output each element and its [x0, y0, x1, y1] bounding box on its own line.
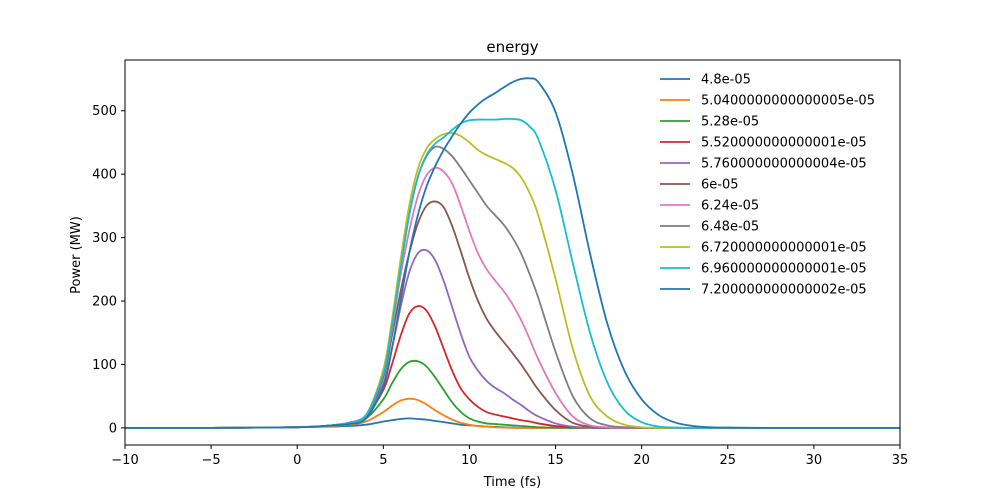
series-line-9 — [125, 117, 900, 429]
legend-label-2: 5.28e-05 — [701, 115, 759, 130]
legend-label-0: 4.8e-05 — [701, 73, 751, 88]
legend-label-9: 6.960000000000001e-05 — [701, 262, 867, 277]
y-tick-label: 0 — [109, 421, 117, 436]
x-tick-label: 25 — [720, 453, 737, 468]
axes-frame — [124, 59, 901, 446]
y-tick-label: 200 — [92, 295, 117, 310]
series-line-1 — [125, 397, 900, 429]
y-tick-label: 500 — [92, 104, 117, 119]
legend-label-4: 5.760000000000004e-05 — [701, 157, 867, 172]
legend-label-6: 6.24e-05 — [701, 199, 759, 214]
legend-label-7: 6.48e-05 — [701, 220, 759, 235]
legend: 4.8e-05 5.0400000000000005e-05 5.28e-05 5.5… — [660, 73, 875, 298]
x-tick-label: 5 — [379, 453, 387, 468]
axes: −10 −5 0 5 10 15 20 25 30 35 0 100 200 300 400 500 — [92, 59, 909, 468]
legend-label-10: 7.200000000000002e-05 — [701, 283, 867, 298]
plot-area — [125, 77, 900, 429]
series-line-6 — [125, 166, 900, 429]
x-tick-label: −10 — [111, 453, 138, 468]
x-tick-label: 20 — [633, 453, 650, 468]
series-line-4 — [125, 248, 900, 429]
legend-label-3: 5.520000000000001e-05 — [701, 136, 867, 151]
x-tick-label: −5 — [202, 453, 221, 468]
x-tick-label: 35 — [892, 453, 909, 468]
series-line-5 — [125, 200, 900, 429]
chart-title: energy — [486, 38, 538, 56]
series-line-10 — [125, 77, 900, 429]
x-tick-label: 15 — [547, 453, 564, 468]
y-tick-label: 400 — [92, 168, 117, 183]
series-line-0 — [125, 417, 900, 429]
x-axis-label: Time (fs) — [483, 475, 541, 490]
series-line-3 — [125, 305, 900, 429]
legend-label-5: 6e-05 — [701, 178, 739, 193]
x-tick-label: 0 — [293, 453, 301, 468]
y-tick-label: 100 — [92, 358, 117, 373]
y-axis-label: Power (MW) — [69, 216, 84, 294]
legend-label-8: 6.720000000000001e-05 — [701, 241, 867, 256]
series-line-8 — [125, 131, 900, 429]
x-tick-label: 10 — [461, 453, 478, 468]
y-tick-label: 300 — [92, 231, 117, 246]
legend-label-1: 5.0400000000000005e-05 — [701, 94, 875, 109]
x-tick-label: 30 — [806, 453, 823, 468]
